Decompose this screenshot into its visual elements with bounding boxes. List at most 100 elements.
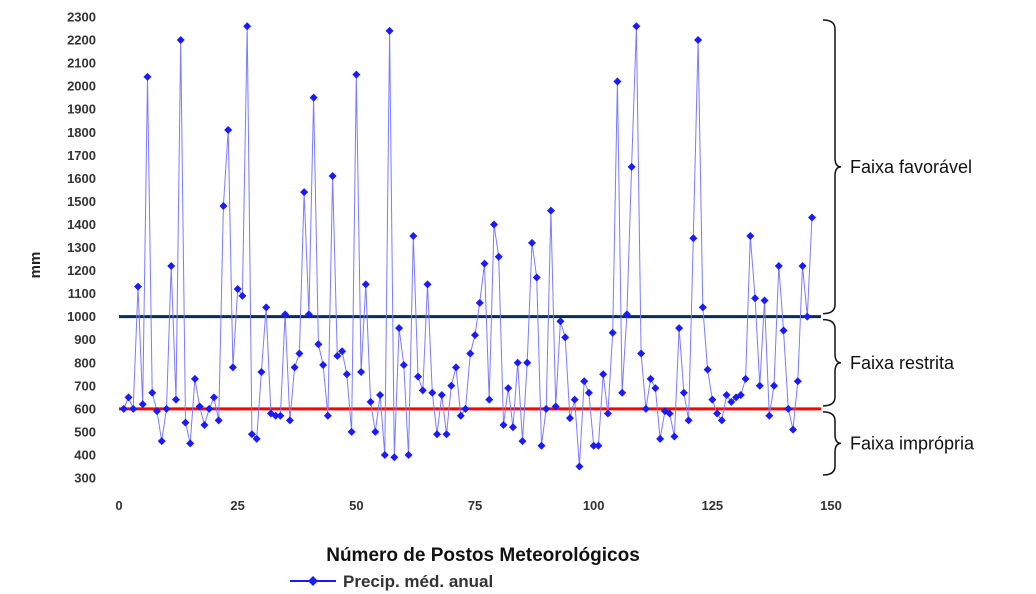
data-point	[713, 409, 722, 418]
data-point	[527, 238, 536, 247]
x-tick-label: 25	[230, 498, 244, 513]
y-tick-label: 900	[74, 332, 96, 347]
data-point	[646, 374, 655, 383]
data-point	[727, 397, 736, 406]
data-point	[499, 420, 508, 429]
data-point	[418, 386, 427, 395]
data-point	[333, 351, 342, 360]
data-point	[694, 36, 703, 45]
x-tick-label: 0	[115, 498, 122, 513]
data-point	[181, 418, 190, 427]
band-bracket	[822, 318, 842, 407]
data-point	[779, 326, 788, 335]
data-point	[295, 349, 304, 358]
data-point	[703, 365, 712, 374]
data-point	[347, 427, 356, 436]
data-point	[670, 432, 679, 441]
series-line	[123, 26, 813, 467]
data-point	[148, 388, 157, 397]
data-point	[157, 437, 166, 446]
y-tick-label: 800	[74, 355, 96, 370]
data-point	[342, 370, 351, 379]
data-point	[542, 404, 551, 413]
data-point	[675, 324, 684, 333]
data-point	[399, 361, 408, 370]
data-point	[575, 462, 584, 471]
data-point	[186, 439, 195, 448]
data-point	[518, 437, 527, 446]
data-point	[627, 162, 636, 171]
data-point	[442, 430, 451, 439]
data-point	[352, 70, 361, 79]
data-point	[319, 361, 328, 370]
y-tick-label: 1800	[67, 125, 96, 140]
band-bracket	[822, 411, 842, 476]
data-point	[129, 404, 138, 413]
data-point	[124, 393, 133, 402]
data-point	[803, 312, 812, 321]
y-tick-label: 1400	[67, 217, 96, 232]
data-point	[565, 414, 574, 423]
data-point	[300, 188, 309, 197]
data-point	[532, 273, 541, 282]
data-point	[423, 280, 432, 289]
data-point	[808, 213, 817, 222]
data-point	[570, 395, 579, 404]
data-point	[755, 381, 764, 390]
data-point	[209, 393, 218, 402]
data-point	[428, 388, 437, 397]
data-point	[224, 125, 233, 134]
data-point	[323, 411, 332, 420]
data-point	[561, 333, 570, 342]
data-point	[281, 310, 290, 319]
data-point	[504, 384, 513, 393]
data-point	[770, 381, 779, 390]
data-point	[622, 310, 631, 319]
data-point	[546, 206, 555, 215]
data-point	[793, 377, 802, 386]
data-point	[651, 384, 660, 393]
data-point	[404, 450, 413, 459]
y-tick-label: 2000	[67, 79, 96, 94]
x-axis-ticks: 0 25 50 75 100 125 150	[115, 498, 841, 513]
data-point	[252, 434, 261, 443]
y-tick-label: 400	[74, 447, 96, 462]
data-point	[233, 284, 242, 293]
data-point	[456, 411, 465, 420]
data-point	[171, 395, 180, 404]
y-tick-label: 2300	[67, 10, 96, 25]
data-point	[247, 430, 256, 439]
data-point	[328, 172, 337, 181]
data-point	[361, 280, 370, 289]
band-label: Faixa restrita	[850, 353, 955, 373]
data-point	[485, 395, 494, 404]
data-point	[162, 404, 171, 413]
data-point	[195, 402, 204, 411]
data-point	[219, 202, 228, 211]
y-tick-label: 1500	[67, 194, 96, 209]
data-point	[637, 349, 646, 358]
data-point	[722, 391, 731, 400]
data-point	[214, 416, 223, 425]
data-point	[447, 381, 456, 390]
y-tick-label: 700	[74, 378, 96, 393]
x-tick-label: 100	[583, 498, 605, 513]
data-point	[243, 22, 252, 31]
data-point	[523, 358, 532, 367]
data-point	[143, 72, 152, 81]
y-tick-label: 600	[74, 401, 96, 416]
x-tick-label: 125	[701, 498, 723, 513]
data-point	[414, 372, 423, 381]
data-point	[508, 423, 517, 432]
x-tick-label: 75	[468, 498, 482, 513]
y-tick-label: 1000	[67, 309, 96, 324]
data-point	[285, 416, 294, 425]
data-point	[357, 367, 366, 376]
data-point	[461, 404, 470, 413]
data-point	[152, 407, 161, 416]
y-tick-label: 300	[74, 471, 96, 486]
data-point	[632, 22, 641, 31]
data-point	[789, 425, 798, 434]
data-point	[228, 363, 237, 372]
